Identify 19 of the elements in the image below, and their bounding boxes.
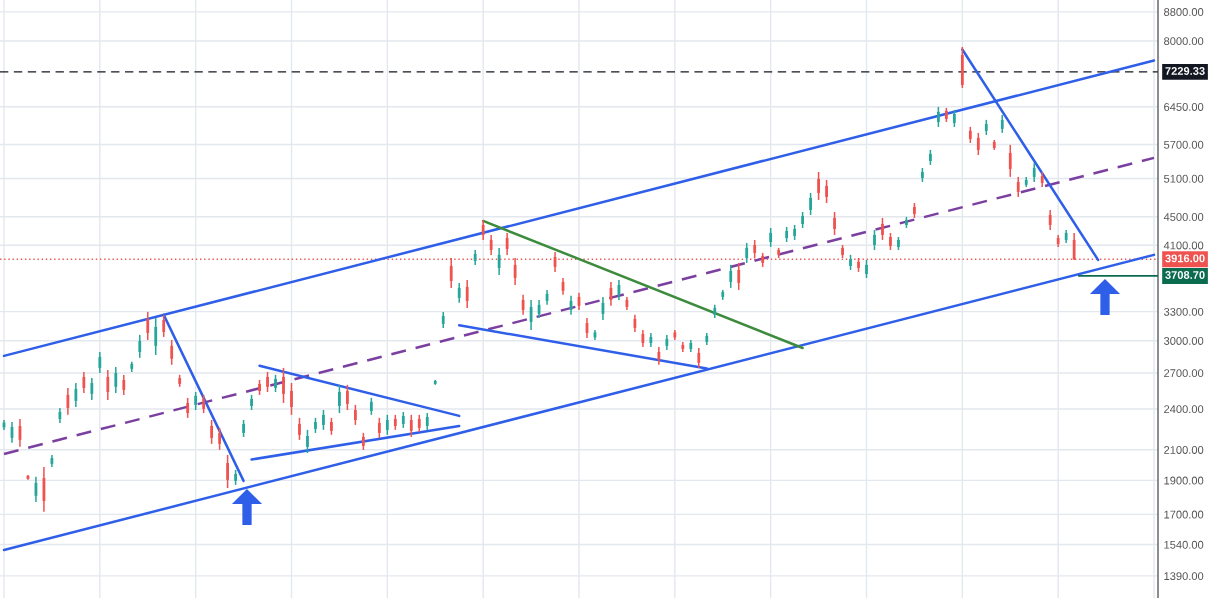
y-tick-label: 1390.00 <box>1164 572 1204 581</box>
y-tick-label: 6450.00 <box>1164 103 1204 111</box>
y-tick-label: 3300.00 <box>1163 307 1204 316</box>
y-tick-label: 8000.00 <box>1164 37 1204 46</box>
y-tick-label: 1700.00 <box>1164 510 1204 519</box>
y-tick-label: 5700.00 <box>1164 140 1204 149</box>
y-tick-label: 5100.00 <box>1164 174 1204 183</box>
y-tick-label: 1540.00 <box>1164 540 1204 549</box>
y-tick-label: 2400.00 <box>1164 405 1204 414</box>
y-tick-label: 4100.00 <box>1163 241 1204 250</box>
ref-line-label: 3708.70 <box>1165 271 1205 279</box>
y-tick-label: 3000.00 <box>1163 337 1204 345</box>
ref-line-label: 3916.00 <box>1165 254 1205 263</box>
y-tick-label: 8800.00 <box>1164 8 1204 16</box>
y-tick-label: 1900.00 <box>1164 476 1204 485</box>
y-tick-label: 2700.00 <box>1164 369 1204 378</box>
y-tick-label: 4500.00 <box>1163 213 1204 221</box>
y-tick-label: 2100.00 <box>1164 446 1204 454</box>
ref-line-label: 7229.33 <box>1165 67 1205 75</box>
